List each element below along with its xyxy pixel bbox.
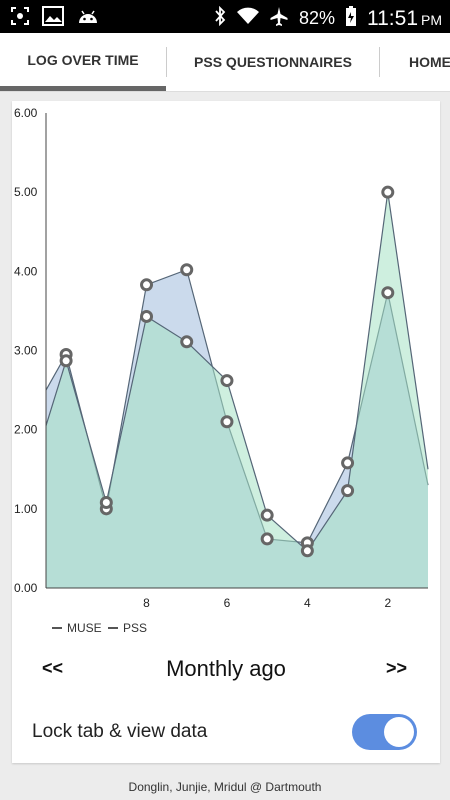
tab-log-over-time[interactable]: LOG OVER TIME [0,33,166,91]
data-point-pss [59,354,73,368]
bluetooth-icon [213,5,227,31]
image-icon [42,6,64,31]
y-tick-label: 6.00 [14,106,38,120]
prev-button[interactable]: << [42,658,64,678]
tab-divider [166,47,167,77]
y-tick-label: 1.00 [14,502,38,516]
clock: 11:51 PM [367,6,442,30]
data-point-muse [220,415,234,429]
x-tick-label: 2 [384,596,391,610]
next-button[interactable]: >> [386,658,408,678]
y-tick-label: 5.00 [14,185,38,199]
x-tick-label: 4 [304,596,311,610]
data-point-pss [341,484,355,498]
wifi-icon [236,7,259,30]
battery-percent: 82% [298,8,335,28]
legend-label: PSS [123,621,147,635]
lock-toggle[interactable] [352,714,417,750]
battery-icon [345,5,357,32]
x-tick-label: 6 [224,596,231,610]
y-tick-label: 4.00 [14,264,38,278]
screenshot-icon [10,6,30,31]
range-label: Monthly ago [166,656,286,681]
data-point-muse [180,263,194,277]
status-bar: 82% 11:51 PM [0,0,450,33]
data-point-pss [140,309,154,323]
y-tick-label: 3.00 [14,344,38,358]
tab-bar: LOG OVER TIME PSS QUESTIONNAIRES HOME [0,33,450,92]
y-tick-label: 2.00 [14,423,38,437]
footer-credit: Donglin, Junjie, Mridul @ Dartmouth [128,780,322,794]
data-point-muse [341,456,355,470]
tab-divider [379,47,380,77]
data-point-pss [180,335,194,349]
lock-label: Lock tab & view data [32,721,208,742]
data-point-pss [300,544,314,558]
y-tick-label: 0.00 [14,581,38,595]
data-point-pss [99,496,113,509]
tab-home[interactable]: HOME [409,54,450,70]
android-icon [76,6,100,31]
series-area-pss [46,192,428,588]
data-point-pss [220,374,234,388]
toggle-knob [384,717,414,747]
data-point-muse [260,532,274,546]
data-point-pss [260,508,274,522]
x-tick-label: 8 [143,596,150,610]
tab-pss-questionnaires[interactable]: PSS QUESTIONNAIRES [194,54,352,70]
data-point-muse [381,286,395,300]
area-chart: 0.00 1.00 2.00 3.00 4.00 5.00 6.00 8 6 4 2 MUSE PSS [14,106,429,635]
data-point-pss [381,185,395,199]
data-point-muse [140,278,154,292]
log-card: 0.00 1.00 2.00 3.00 4.00 5.00 6.00 8 6 4 2 MUSE PSS… [12,101,440,763]
legend-label: MUSE [67,621,102,635]
airplane-icon [269,6,289,31]
